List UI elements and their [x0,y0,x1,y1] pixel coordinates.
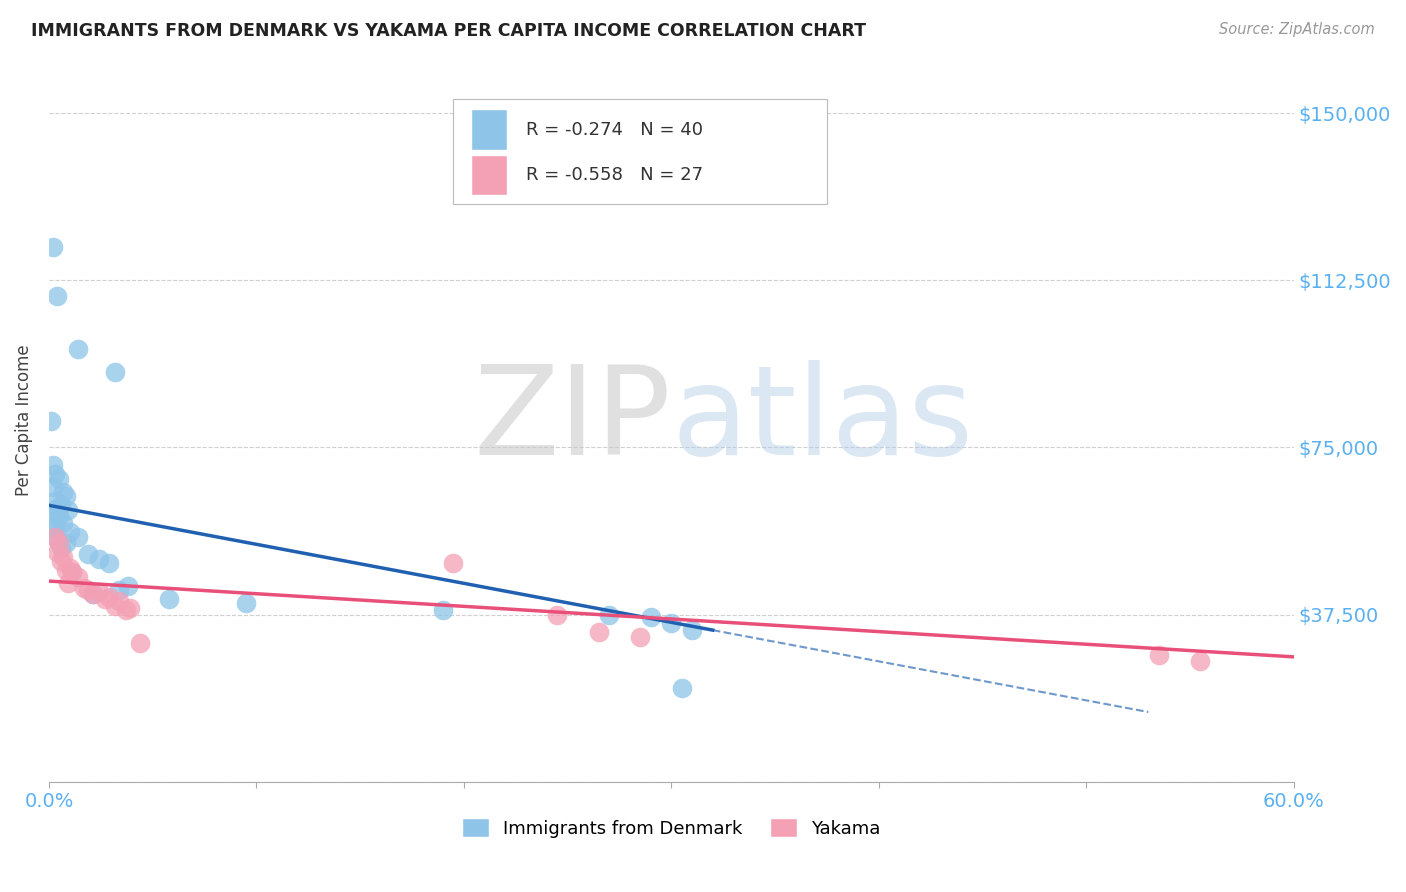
Point [77,547,100,561]
Text: ZIP: ZIP [474,360,671,481]
Text: Source: ZipAtlas.com: Source: ZipAtlas.com [1219,22,1375,37]
Legend: Immigrants from Denmark, Yakama: Immigrants from Denmark, Yakama [454,811,889,845]
Point [42,458,65,473]
Point [55,536,77,550]
Text: atlas: atlas [671,360,973,481]
Point [44,494,66,508]
Point [55,490,77,504]
Point [46,289,69,303]
Point [52,485,75,500]
Point [42,481,65,495]
Point [588,625,610,640]
FancyBboxPatch shape [472,155,508,195]
Point [443,556,465,570]
Point [60,565,83,579]
Point [118,600,141,615]
Point [46,545,69,559]
Y-axis label: Per Capita Income: Per Capita Income [15,345,32,497]
Point [56,576,79,591]
Point [1189,654,1212,668]
Point [44,529,66,543]
Point [104,365,127,379]
Point [432,603,454,617]
Point [44,518,66,533]
Point [98,590,121,604]
Point [157,591,180,606]
Text: R = -0.558   N = 27: R = -0.558 N = 27 [526,167,703,185]
Point [598,607,620,622]
Point [42,520,65,534]
Point [659,616,682,631]
Point [56,502,79,516]
Point [55,563,77,577]
Text: R = -0.274   N = 40: R = -0.274 N = 40 [526,121,703,139]
Point [59,560,82,574]
Point [66,569,89,583]
Point [1147,648,1170,662]
Point [42,240,65,254]
Point [681,623,703,637]
Point [46,532,69,546]
Point [66,529,89,543]
Point [60,565,83,579]
Point [117,578,139,592]
Point [51,554,73,568]
Point [66,343,89,357]
Point [82,587,104,601]
FancyBboxPatch shape [472,110,508,150]
Point [77,582,100,597]
Point [46,507,69,521]
Point [129,636,152,650]
Point [82,587,104,601]
Point [108,582,131,597]
Point [48,509,70,524]
Point [98,556,121,570]
Point [59,524,82,539]
Point [52,549,75,564]
Point [46,500,69,515]
Point [51,499,73,513]
Point [628,630,651,644]
Point [546,607,568,622]
FancyBboxPatch shape [454,99,827,204]
Point [671,681,693,695]
Point [39,414,62,428]
Point [108,594,131,608]
Point [73,581,96,595]
Point [87,585,110,599]
Point [114,603,136,617]
Point [44,467,66,482]
Point [104,599,127,613]
Text: IMMIGRANTS FROM DENMARK VS YAKAMA PER CAPITA INCOME CORRELATION CHART: IMMIGRANTS FROM DENMARK VS YAKAMA PER CA… [31,22,866,40]
Point [48,472,70,486]
Point [52,516,75,530]
Point [87,551,110,566]
Point [94,591,117,606]
Point [48,536,70,550]
Point [640,609,662,624]
Point [235,596,257,610]
Point [51,541,73,555]
